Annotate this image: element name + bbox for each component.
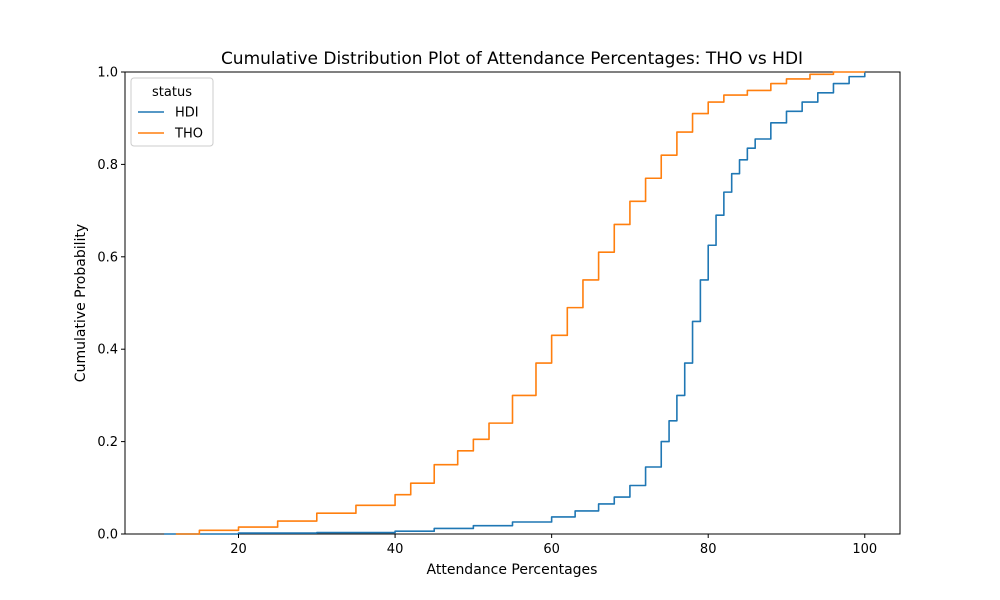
x-tick-label: 20 (230, 542, 247, 557)
y-tick-label: 0.4 (97, 343, 118, 358)
x-tick-label: 60 (543, 542, 560, 557)
plot-frame (124, 71, 901, 535)
x-tick-label: 40 (387, 542, 404, 557)
legend-title: status (152, 85, 192, 100)
legend-box (130, 77, 214, 147)
y-tick-label: 0.6 (97, 250, 118, 265)
y-tick-label: 1.0 (97, 66, 118, 81)
y-tick-label: 0.8 (97, 158, 118, 173)
plot-area (124, 71, 901, 535)
x-tick-label: 100 (852, 542, 877, 557)
legend-label-hdi: HDI (175, 106, 199, 121)
legend: status HDI THO (130, 77, 214, 147)
y-axis-title: Cumulative Probability (73, 224, 89, 382)
y-tick-label: 0.0 (97, 528, 118, 543)
legend-label-tho: THO (174, 127, 203, 142)
series-line-tho (175, 71, 865, 535)
chart-title: Cumulative Distribution Plot of Attendan… (221, 49, 803, 69)
x-tick-label: 80 (700, 542, 717, 557)
x-axis-title: Attendance Percentages (427, 562, 598, 578)
series-line-hdi (164, 72, 866, 535)
y-tick-label: 0.2 (97, 435, 118, 450)
